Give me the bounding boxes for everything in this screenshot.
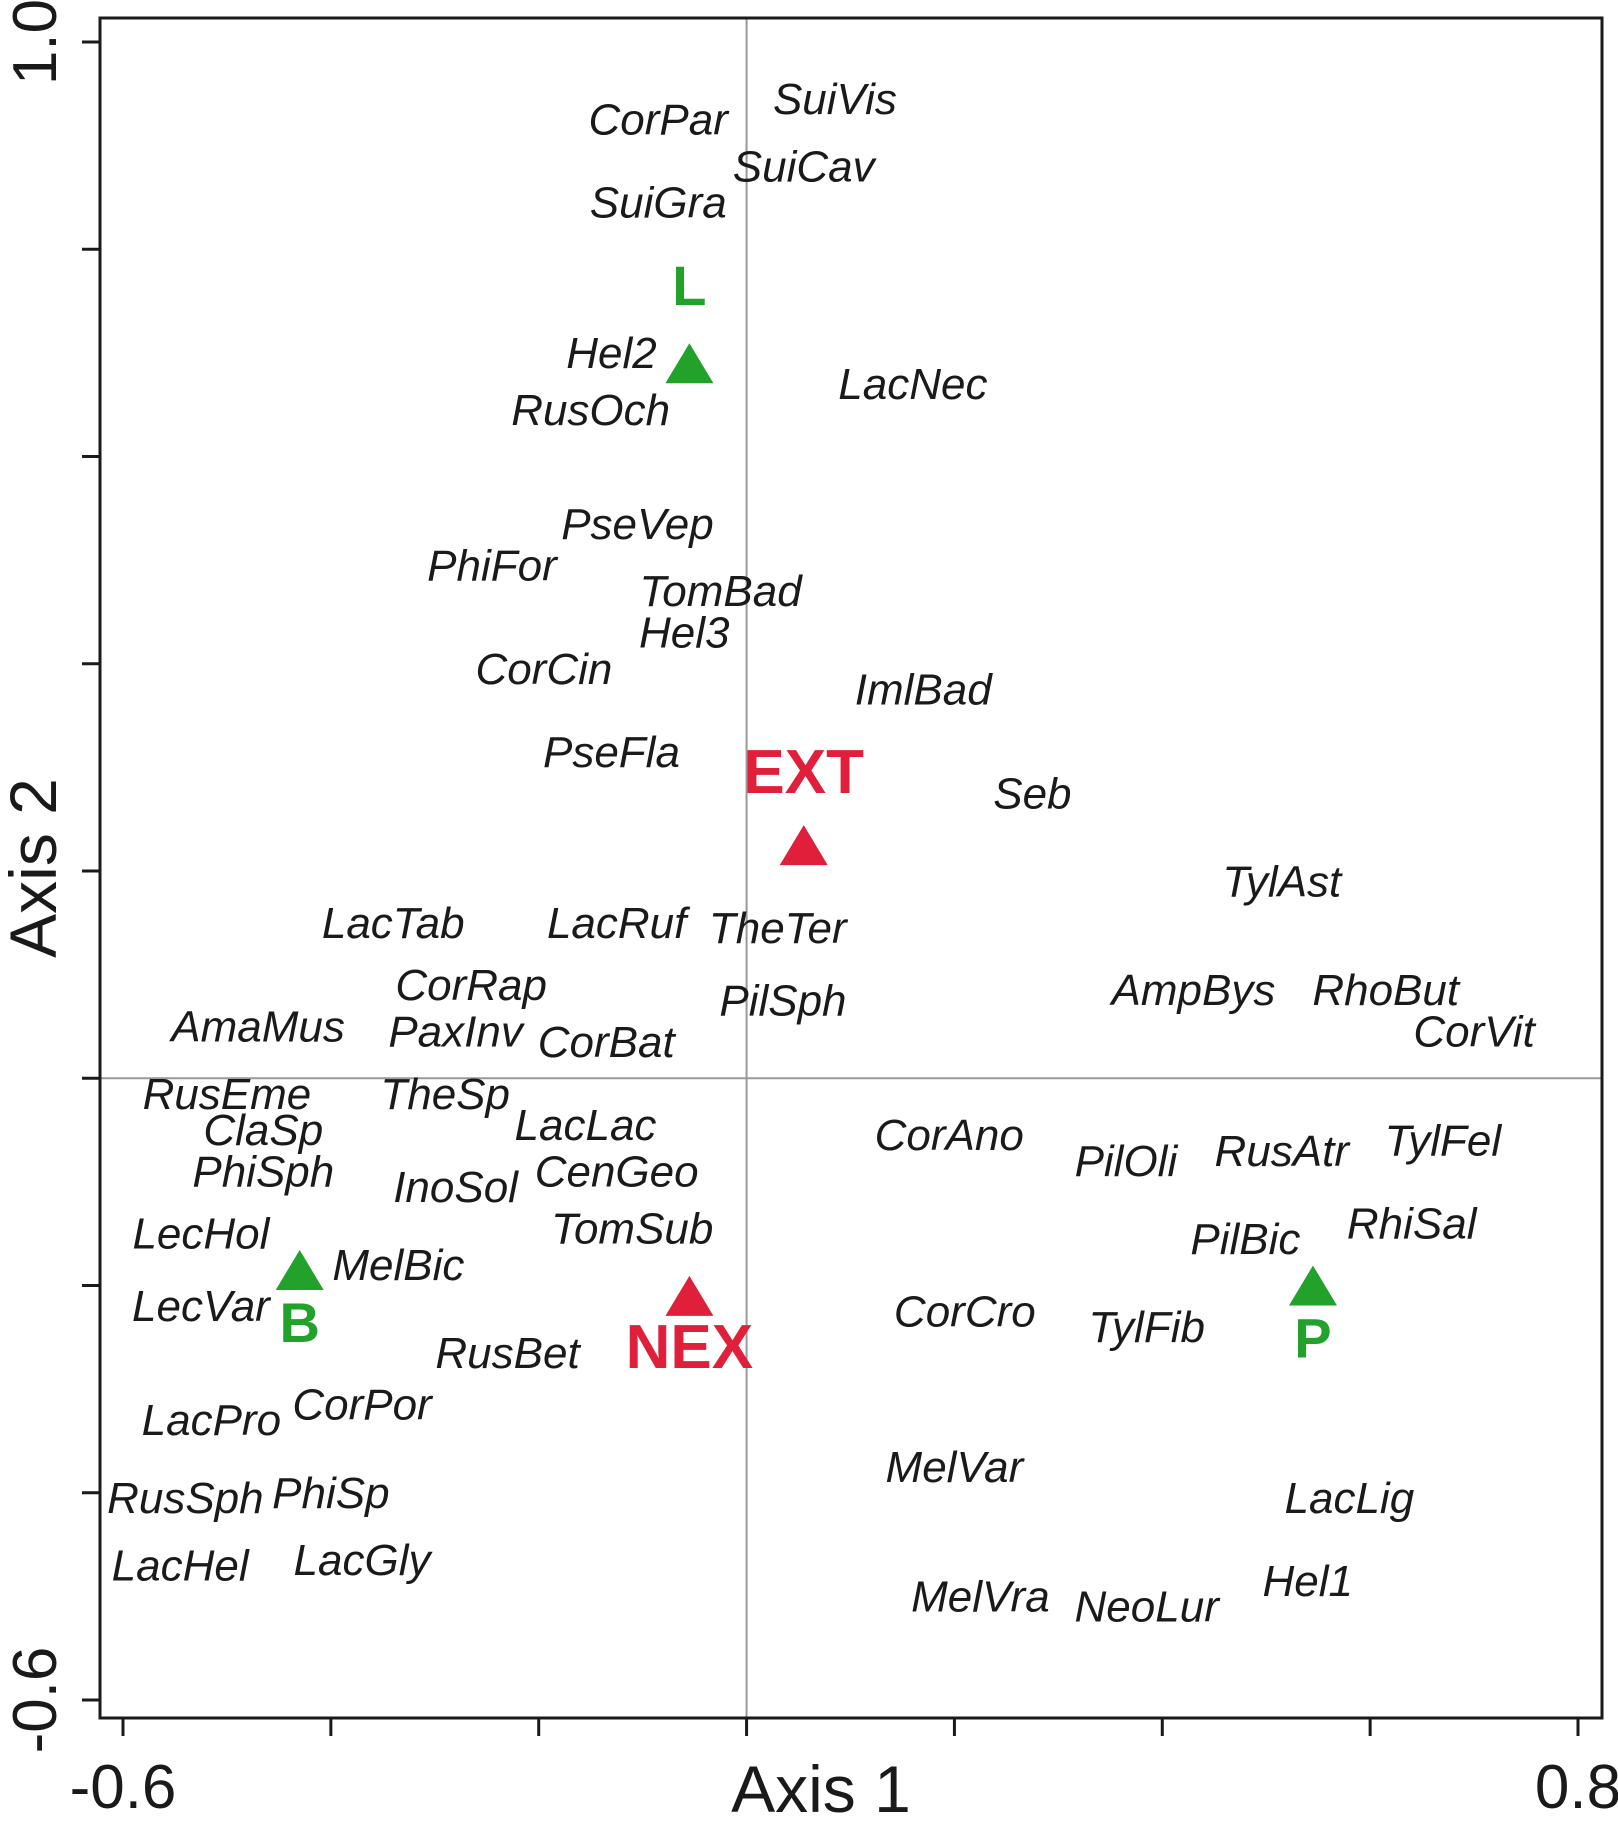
group-label: EXT <box>743 738 864 807</box>
species-label: InoSol <box>393 1163 519 1212</box>
group-label: NEX <box>626 1313 753 1382</box>
species-label: CorPor <box>292 1381 434 1430</box>
group-marker-triangle <box>665 1275 714 1316</box>
axis-ticks <box>82 40 1580 1736</box>
species-label: PhiSp <box>272 1469 389 1518</box>
species-label: TylFel <box>1385 1116 1503 1165</box>
group-marker-triangle <box>275 1249 324 1290</box>
species-label: Hel2 <box>566 329 657 378</box>
species-label: CorCin <box>475 645 612 694</box>
group-label: P <box>1294 1307 1331 1370</box>
species-label: MelBic <box>332 1241 464 1290</box>
species-label: CorPar <box>589 96 731 145</box>
species-label: CorVit <box>1413 1008 1536 1057</box>
species-label: LacGly <box>294 1536 434 1585</box>
species-label: PseVep <box>561 500 713 549</box>
species-label: CorCro <box>894 1287 1036 1336</box>
species-label: LecHol <box>132 1210 270 1259</box>
group-marker-triangle <box>665 343 714 384</box>
species-label: PaxInv <box>388 1008 526 1057</box>
group-label: L <box>672 254 706 317</box>
species-label: RusSph <box>107 1474 264 1523</box>
group-marker-triangle <box>1288 1265 1337 1306</box>
species-label: TheTer <box>709 904 849 953</box>
group-label: B <box>279 1291 319 1354</box>
species-label: LacNec <box>838 360 987 409</box>
x-tick-label-min: -0.6 <box>70 1753 177 1822</box>
y-tick-label-min: -0.6 <box>1 1647 70 1754</box>
species-label: MelVar <box>886 1443 1026 1492</box>
species-label: PilOli <box>1075 1137 1179 1186</box>
species-label: AmpBys <box>1109 966 1276 1015</box>
species-label: PilSph <box>719 977 846 1026</box>
x-tick-label-max: 0.8 <box>1535 1753 1618 1822</box>
species-label: LacTab <box>322 899 465 948</box>
species-label: RusBet <box>435 1329 581 1378</box>
y-tick-label-max: 1.0 <box>1 0 70 85</box>
species-label: Hel1 <box>1263 1557 1354 1606</box>
species-label: Seb <box>993 769 1071 818</box>
species-label: RusOch <box>511 386 670 435</box>
species-label: CorRap <box>395 961 547 1010</box>
species-label: TomSub <box>551 1205 713 1254</box>
species-label: LacRuf <box>547 899 691 948</box>
species-label: Hel3 <box>639 609 730 658</box>
x-axis-title: Axis 1 <box>731 1752 911 1826</box>
group-marker-triangle <box>779 825 828 866</box>
species-label: SuiVis <box>773 75 897 124</box>
species-label: LecVar <box>132 1282 272 1331</box>
species-label: AmaMus <box>168 1002 345 1051</box>
species-label: TomBad <box>639 567 803 616</box>
species-label: CorAno <box>875 1111 1024 1160</box>
plot-frame <box>98 16 1604 1720</box>
species-label: LacLig <box>1285 1474 1415 1523</box>
species-label: LacPro <box>142 1396 281 1445</box>
species-label: PhiSph <box>192 1148 334 1197</box>
species-label: RhoBut <box>1312 966 1461 1015</box>
species-label: RusEme <box>143 1070 312 1119</box>
group-markers: L B P EXT NEX <box>275 254 1337 1382</box>
species-label: LacLac <box>515 1101 657 1150</box>
species-label: TylAst <box>1222 857 1343 906</box>
species-label: ImlBad <box>855 666 993 715</box>
species-label: SuiGra <box>590 179 727 228</box>
species-label: CenGeo <box>535 1148 699 1197</box>
species-label: TheSp <box>380 1070 510 1119</box>
species-label: NeoLur <box>1075 1583 1222 1632</box>
species-label: CorBat <box>538 1018 677 1067</box>
species-label: RhiSal <box>1347 1199 1478 1248</box>
species-label: SuiCav <box>733 142 878 191</box>
species-label: PseFla <box>543 728 680 777</box>
species-label: TylFib <box>1088 1303 1205 1352</box>
y-axis-title: Axis 2 <box>0 778 70 958</box>
reference-lines <box>100 18 1602 1718</box>
species-label: LacHel <box>112 1541 250 1590</box>
species-label: ClaSp <box>203 1106 323 1155</box>
species-label: RusAtr <box>1215 1127 1352 1176</box>
species-label: PilBic <box>1190 1215 1300 1264</box>
species-label: MelVra <box>911 1572 1050 1621</box>
species-label: PhiFor <box>427 541 559 590</box>
